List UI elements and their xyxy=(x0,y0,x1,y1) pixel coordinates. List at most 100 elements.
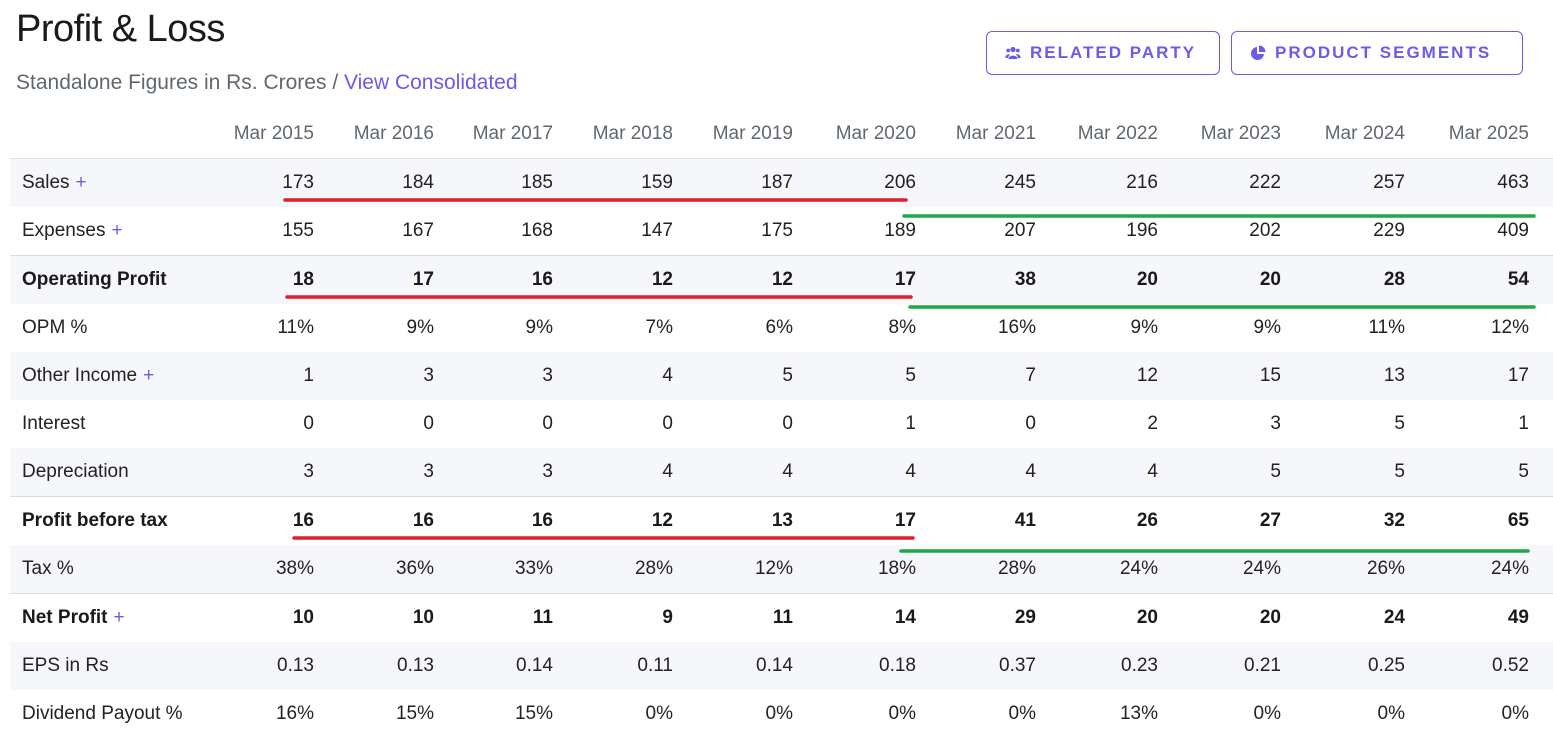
table-cell: 24% xyxy=(1429,545,1553,594)
table-cell: 13 xyxy=(1305,352,1429,400)
table-row-net-profit[interactable]: Net Profit +10 10 11 9 11 14 29 20 20 24 49 xyxy=(10,593,1553,642)
table-cell: 5 xyxy=(1305,448,1429,497)
table-cell: 9 xyxy=(577,593,697,642)
row-label[interactable]: Sales + xyxy=(10,158,210,207)
product-segments-button[interactable]: PRODUCT SEGMENTS xyxy=(1231,31,1523,75)
table-cell: 0 xyxy=(782,413,793,434)
table-cell: 0.52 xyxy=(1429,642,1553,690)
table-cell: 32 xyxy=(1305,496,1429,545)
expand-plus-icon[interactable]: + xyxy=(143,365,155,386)
row-label-text: Profit before tax xyxy=(22,510,168,531)
table-cell: 0.11 xyxy=(577,642,697,690)
table-cell: 16% xyxy=(997,317,1036,338)
table-cell: 0 xyxy=(662,413,673,434)
table-cell: 173 xyxy=(210,158,338,207)
table-cell: 8% xyxy=(888,317,916,338)
table-row-sales[interactable]: Sales +173 184 185 159 187 206 245 216 222 257 463 xyxy=(10,158,1553,207)
table-cell: 5 xyxy=(697,352,817,400)
row-label: Depreciation xyxy=(10,448,210,497)
table-cell: 28% xyxy=(577,545,697,594)
table-cell: 14 xyxy=(817,593,940,642)
row-label: Profit before tax xyxy=(10,496,210,545)
table-cell: 24% xyxy=(1060,545,1182,594)
row-label[interactable]: Other Income + xyxy=(10,352,210,400)
users-icon xyxy=(1005,46,1021,59)
table-cell: 26% xyxy=(1305,545,1429,594)
table-cell: 36% xyxy=(338,545,458,594)
table-cell: 184 xyxy=(338,158,458,207)
column-header-mar-2016: Mar 2016 xyxy=(338,110,458,159)
table-cell: 16 xyxy=(338,496,458,545)
table-cell: 28% xyxy=(940,545,1060,594)
table-cell: 0% xyxy=(888,703,916,724)
table-cell: 185 xyxy=(458,158,577,207)
table-cell: 196 xyxy=(1126,220,1158,241)
table-cell: 28 xyxy=(1305,255,1429,304)
table-cell: 18 xyxy=(210,255,338,304)
page-subtitle: Standalone Figures in Rs. Crores / View … xyxy=(16,71,518,95)
column-header-mar-2017: Mar 2017 xyxy=(458,110,577,159)
table-cell: 9% xyxy=(1130,317,1158,338)
table-cell: 18% xyxy=(817,545,940,594)
expand-plus-icon[interactable]: + xyxy=(111,220,123,241)
table-cell: 168 xyxy=(521,220,553,241)
table-cell: 222 xyxy=(1182,158,1305,207)
table-cell: 0.21 xyxy=(1182,642,1305,690)
table-row-tax: Tax % 38% 36% 33% 28% 12% 18% 28% 24% 24% 26% 24% xyxy=(10,545,1553,594)
table-cell: 33% xyxy=(458,545,577,594)
table-cell: 27 xyxy=(1182,496,1305,545)
table-cell: 13 xyxy=(697,496,817,545)
table-cell: 4 xyxy=(817,448,940,497)
product-segments-label: PRODUCT SEGMENTS xyxy=(1275,43,1492,62)
row-label-text: Depreciation xyxy=(22,461,129,482)
table-cell: 1 xyxy=(905,413,916,434)
table-cell: 15% xyxy=(395,703,434,724)
table-cell: 4 xyxy=(577,448,697,497)
table-cell: 4 xyxy=(940,448,1060,497)
header-label-cell xyxy=(10,110,210,159)
table-cell: 11% xyxy=(277,317,314,338)
table-cell: 7% xyxy=(645,317,673,338)
subtitle-text: Standalone Figures in Rs. Crores / xyxy=(16,71,344,94)
table-row-expenses[interactable]: Expenses +155 167 168 147 175 189 207 196 202 229 4… xyxy=(10,207,1553,256)
related-party-button[interactable]: RELATED PARTY xyxy=(986,31,1220,75)
row-label: Dividend Payout % xyxy=(10,690,210,738)
row-label-text: Dividend Payout % xyxy=(22,703,183,724)
table-cell: 10 xyxy=(338,593,458,642)
table-cell: 0% xyxy=(645,703,673,724)
row-label[interactable]: Net Profit + xyxy=(10,593,210,642)
column-header-mar-2018: Mar 2018 xyxy=(577,110,697,159)
table-row-other-income[interactable]: Other Income +1 3 3 4 5 5 7 12 15 13 17 xyxy=(10,352,1553,400)
expand-plus-icon[interactable]: + xyxy=(113,607,125,628)
table-cell: 9% xyxy=(406,317,434,338)
table-cell: 11 xyxy=(458,593,577,642)
table-cell: 38 xyxy=(940,255,1060,304)
expand-plus-icon[interactable]: + xyxy=(75,172,87,193)
table-cell: 65 xyxy=(1429,496,1553,545)
page-title: Profit & Loss xyxy=(16,8,225,50)
table-cell: 5 xyxy=(817,352,940,400)
row-label-text: Expenses xyxy=(22,220,106,241)
table-cell: 229 xyxy=(1373,220,1405,241)
table-cell: 16 xyxy=(210,496,338,545)
row-label[interactable]: Expenses + xyxy=(10,207,210,256)
table-cell: 12% xyxy=(697,545,817,594)
table-cell: 1 xyxy=(210,352,338,400)
table-row-operating-profit: Operating Profit 18 17 16 12 12 17 38 20 20 28 54 xyxy=(10,255,1553,304)
table-cell: 15% xyxy=(514,703,553,724)
view-consolidated-link[interactable]: View Consolidated xyxy=(343,71,518,94)
table-cell: 0.14 xyxy=(697,642,817,690)
table-cell: 49 xyxy=(1429,593,1553,642)
table-cell: 0% xyxy=(1008,703,1036,724)
table-cell: 0.23 xyxy=(1060,642,1182,690)
table-cell: 0.14 xyxy=(458,642,577,690)
row-label-text: Interest xyxy=(22,413,86,434)
table-cell: 409 xyxy=(1497,220,1529,241)
row-label: Operating Profit xyxy=(10,255,210,304)
row-label-text: Operating Profit xyxy=(22,269,167,290)
table-cell: 0% xyxy=(765,703,793,724)
table-cell: 257 xyxy=(1305,158,1429,207)
table-cell: 12 xyxy=(577,496,697,545)
row-label: Interest xyxy=(10,400,210,448)
table-row-eps-in-rs: EPS in Rs 0.13 0.13 0.14 0.11 0.14 0.18 0.37 0.2… xyxy=(10,642,1553,690)
